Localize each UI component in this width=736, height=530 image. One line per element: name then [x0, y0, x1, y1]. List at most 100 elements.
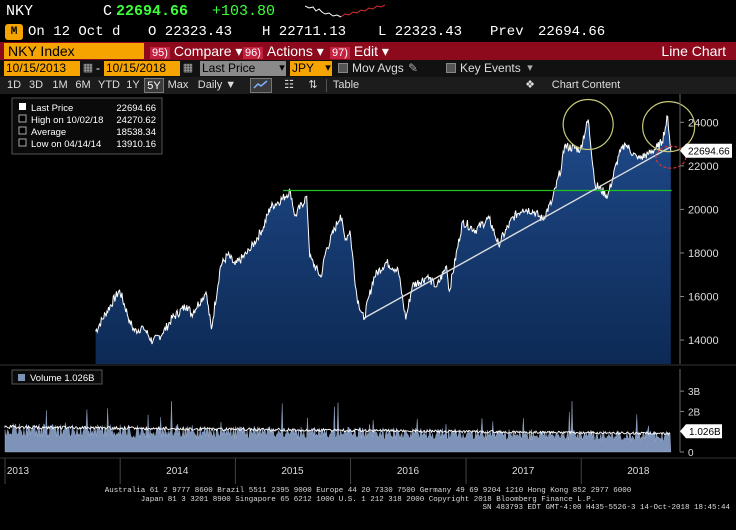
mov-avgs-checkbox[interactable] [338, 63, 348, 73]
y-tick-label: 22000 [688, 161, 719, 173]
footer-session: SN 483793 EDT GMT-4:00 H435-5526-3 14-Oc… [482, 504, 730, 512]
toolbar-divider [326, 79, 327, 92]
compare-menu[interactable]: 95) Compare ▾ [150, 43, 242, 59]
legend-label: High on 10/02/18 [31, 115, 103, 126]
intraday-sparkline [305, 4, 385, 18]
trend-line [363, 145, 673, 319]
period-6m[interactable]: 6M [75, 79, 91, 91]
key-events-label: Key Events [460, 61, 521, 75]
pencil-icon[interactable]: ✎ [408, 61, 419, 75]
last-price: 22694.66 [116, 3, 189, 20]
x-tick-label: 2013 [7, 466, 30, 477]
price-line [95, 115, 672, 345]
volume-last-tag-label: 1.026B [689, 427, 721, 438]
period-1y[interactable]: 1Y [126, 79, 140, 91]
last-price-tag-label: 22694.66 [688, 147, 730, 158]
y-tick-label: 14000 [688, 335, 719, 347]
gear-icon[interactable]: ❖ [525, 79, 535, 91]
volume-y-tick-label: 0 [688, 448, 694, 459]
chevron-down-icon[interactable]: ▾ [527, 62, 533, 74]
legend-swatch [18, 126, 27, 135]
table-button[interactable]: Table [332, 79, 360, 91]
prev-label: Prev [490, 24, 524, 40]
y-tick-label: 18000 [688, 248, 719, 260]
candle-chart-icon[interactable]: ⇅ [308, 79, 318, 91]
start-date-field[interactable]: 10/15/2013 [4, 61, 80, 76]
price-chart[interactable]: 14000 16000 18000 20000 22000 24000 22694.66 La… [0, 94, 736, 486]
volume-bars [4, 401, 672, 453]
toolbar: 1D 3D 1M 6M YTD 1Y 5Y Max Daily ▼ ☷ ⇅ Ta… [0, 77, 736, 94]
chart-type-label: Line Chart [661, 43, 726, 59]
period-5y[interactable]: 5Y [144, 78, 164, 93]
bar-chart-icon[interactable]: ☷ [284, 79, 294, 91]
edit-menu-number: 97) [330, 47, 350, 59]
end-date-field[interactable]: 10/15/2018 [104, 61, 180, 76]
volume-y-tick-label: 2B [688, 407, 701, 418]
ticker: NKY [6, 3, 34, 20]
price-legend: Last Price 22694.66 High on 10/02/18 24270.… [11, 97, 163, 155]
x-tick-label: 2018 [627, 466, 650, 477]
quote-date: On 12 Oct d [28, 24, 121, 40]
high-price: H 22711.13 [262, 24, 347, 40]
calendar-icon[interactable]: ▦ [182, 62, 194, 74]
legend-value: 13910.16 [116, 139, 156, 150]
x-tick-label: 2017 [512, 466, 535, 477]
chevron-down-icon[interactable]: ▾ [325, 62, 331, 74]
actions-menu-number: 96) [243, 47, 263, 59]
y-tick-label: 24000 [688, 117, 719, 129]
period-3d[interactable]: 3D [28, 79, 44, 91]
actions-menu[interactable]: 96) Actions ▾ [243, 43, 324, 59]
date-range-dash: - [96, 61, 100, 75]
line-chart-glyph [253, 80, 268, 89]
compare-menu-label: Compare ▾ [173, 43, 243, 59]
line-chart-icon[interactable] [250, 78, 272, 93]
function-bar: NKY Index 95) Compare ▾ 96) Actions ▾ 97) E… [0, 42, 736, 60]
period-1d[interactable]: 1D [6, 79, 22, 91]
key-events-checkbox[interactable] [446, 63, 456, 73]
period-1m[interactable]: 1M [52, 79, 68, 91]
footer: Australia 61 2 9777 8600 Brazil 5511 239… [0, 486, 736, 530]
quote-detail-row: M On 12 Oct d O 22323.43 H 22711.13 L 22… [0, 22, 736, 42]
period-ytd[interactable]: YTD [98, 79, 120, 91]
open-price: O 22323.43 [148, 24, 233, 40]
market-monitor-icon[interactable]: M [5, 24, 23, 40]
legend-swatch [19, 103, 26, 110]
chart-content-button[interactable]: Chart Content [551, 79, 621, 91]
price-field-select[interactable]: Last Price [200, 61, 286, 76]
annotation-circle [562, 98, 614, 151]
last-price-tag [680, 143, 732, 158]
edit-menu-label: Edit ▾ [353, 43, 389, 59]
volume-legend: Volume 1.026B [11, 369, 103, 385]
security-field[interactable]: NKY Index [4, 43, 144, 59]
legend-swatch [18, 138, 27, 147]
x-tick-label: 2014 [166, 466, 189, 477]
legend-label: Last Price [31, 103, 73, 114]
footer-phones: Australia 61 2 9777 8600 Brazil 5511 239… [104, 487, 632, 495]
legend-label: Average [31, 127, 66, 138]
calendar-icon[interactable]: ▦ [82, 62, 94, 74]
volume-last-tag [680, 424, 722, 439]
volume-legend-frame [11, 369, 103, 385]
mov-avgs-label: Mov Avgs [352, 61, 404, 75]
settings-bar: 10/15/2013 ▦ - 10/15/2018 ▦ Last Price ▾… [0, 60, 736, 77]
quote-prefix: C [103, 3, 113, 20]
volume-y-tick-label: 3B [688, 387, 701, 398]
volume-legend-label: Volume 1.026B [30, 373, 94, 384]
edit-menu[interactable]: 97) Edit ▾ [330, 43, 389, 59]
prev-close: 22694.66 [538, 24, 606, 40]
low-price: L 22323.43 [378, 24, 463, 40]
compare-menu-number: 95) [150, 47, 170, 59]
y-tick-label: 16000 [688, 292, 719, 304]
frequency-select[interactable]: Daily ▼ [197, 79, 237, 91]
period-max[interactable]: Max [167, 79, 189, 91]
chevron-down-icon[interactable]: ▾ [279, 62, 285, 74]
y-tick-label: 20000 [688, 204, 719, 216]
quote-row: NKY C 22694.66 +103.80 [0, 0, 736, 22]
x-tick-label: 2015 [281, 466, 304, 477]
volume-average-line [4, 424, 671, 436]
legend-value: 18538.34 [116, 127, 156, 138]
currency-select[interactable]: JPY [290, 61, 332, 76]
actions-menu-label: Actions ▾ [266, 43, 324, 59]
footer-copyright: Japan 81 3 3201 8900 Singapore 65 6212 1… [140, 495, 596, 504]
